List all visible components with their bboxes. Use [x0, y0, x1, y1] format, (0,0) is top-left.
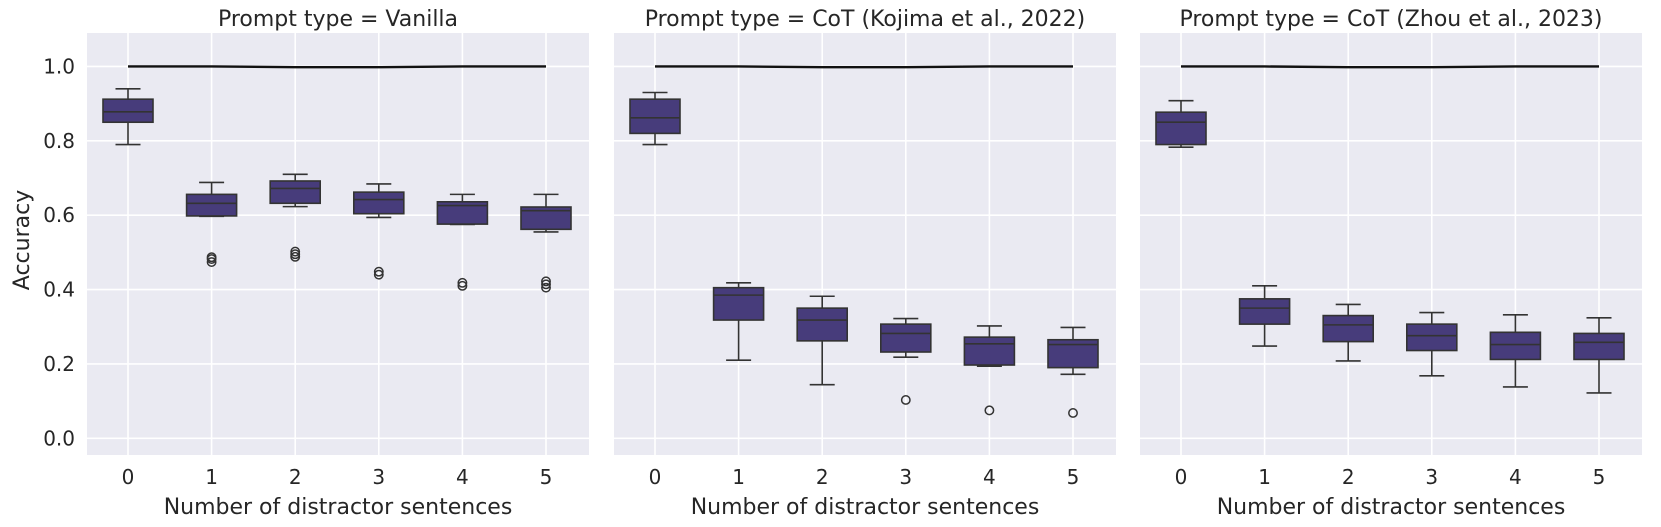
outlier-point: [373, 269, 384, 280]
y-tick-label: 0.4: [43, 278, 75, 302]
panel-2: 0 1 2 3 4 5 Number of distractor sentences Prom…: [614, 7, 1116, 520]
x-tick-label: 3: [1425, 465, 1438, 489]
box-iqr: [629, 98, 681, 135]
box-0: [1155, 99, 1207, 148]
panel-1: 0 1 2 3 4 5 Number of distractor sentences Prom…: [87, 7, 589, 520]
box-3: [1406, 311, 1458, 377]
box-3: [879, 317, 932, 405]
box-0: [629, 91, 681, 146]
outlier-point: [457, 277, 468, 288]
outlier-point: [541, 279, 551, 290]
y-tick-label: 0.0: [43, 426, 75, 450]
box-iqr: [185, 193, 238, 217]
x-tick-label: 2: [1342, 465, 1355, 489]
x-tick-label: 1: [1258, 465, 1271, 489]
box-2: [1322, 303, 1374, 362]
y-tick-label: 0.2: [43, 352, 75, 376]
x-tick-label: 0: [1175, 465, 1188, 489]
outlier-point: [1068, 408, 1078, 418]
y-axis-label: Accuracy: [10, 190, 35, 290]
box-1: [712, 282, 765, 361]
outlier-point: [206, 252, 217, 263]
panel-background: [87, 33, 589, 455]
panel-title: Prompt type = CoT (Kojima et al., 2022): [645, 7, 1086, 32]
x-tick-label: 1: [205, 465, 218, 489]
box-iqr: [269, 180, 322, 205]
x-tick-label: 2: [289, 465, 302, 489]
outlier-point: [541, 276, 551, 287]
x-tick-label: 3: [372, 465, 385, 489]
reference-line: [1181, 65, 1599, 69]
box-iqr: [1238, 298, 1291, 325]
box-2: [269, 173, 322, 262]
x-axis-label: Number of distractor sentences: [1217, 495, 1566, 520]
box-iqr: [1322, 314, 1374, 343]
box-iqr: [712, 286, 765, 321]
y-tick-label: 1.0: [43, 54, 75, 78]
x-axis-label: Number of distractor sentences: [164, 495, 513, 520]
x-tick-label: 0: [649, 465, 662, 489]
box-1: [1238, 285, 1291, 347]
box-iqr: [1406, 323, 1458, 352]
box-iqr: [1489, 331, 1542, 361]
box-3: [352, 183, 405, 280]
box-4: [436, 193, 489, 291]
box-iqr: [1155, 111, 1207, 146]
y-tick-label: 0.8: [43, 129, 75, 153]
panel-background: [1140, 33, 1642, 455]
box-iqr: [352, 191, 405, 215]
y-tick-label: 0.6: [43, 203, 75, 227]
outlier-point: [457, 280, 468, 291]
outlier-point: [290, 246, 301, 257]
box-0: [102, 87, 154, 146]
x-tick-label: 1: [732, 465, 745, 489]
x-tick-label: 4: [456, 465, 469, 489]
box-iqr: [879, 323, 932, 353]
box-5: [1573, 317, 1625, 394]
box-iqr: [436, 201, 489, 225]
box-1: [185, 181, 238, 267]
outlier-point: [541, 282, 551, 293]
panel-3: 0 1 2 3 4 5 Number of distractor sentences Prom…: [1140, 7, 1642, 520]
box-4: [1489, 314, 1542, 388]
box-iqr: [520, 206, 572, 231]
box-5: [520, 193, 572, 293]
outlier-point: [984, 405, 995, 416]
box-2: [796, 295, 849, 386]
reference-line: [655, 65, 1073, 69]
outlier-point: [206, 257, 217, 267]
x-tick-label: 3: [899, 465, 912, 489]
box-5: [1047, 326, 1099, 418]
box-iqr: [102, 98, 154, 124]
x-tick-label: 2: [816, 465, 829, 489]
x-tick-label: 0: [122, 465, 135, 489]
x-tick-label: 5: [1067, 465, 1080, 489]
outlier-point: [373, 266, 384, 277]
x-tick-label: 4: [1509, 465, 1522, 489]
x-tick-label: 5: [540, 465, 553, 489]
box-iqr: [1573, 332, 1625, 361]
box-4: [963, 325, 1016, 416]
x-tick-label: 4: [983, 465, 996, 489]
panel-background: [614, 33, 1116, 455]
outlier-point: [900, 395, 911, 405]
box-iqr: [963, 336, 1016, 366]
panel-title: Prompt type = CoT (Zhou et al., 2023): [1179, 7, 1602, 32]
x-tick-label: 5: [1593, 465, 1606, 489]
reference-line: [128, 65, 546, 69]
box-iqr: [796, 307, 849, 342]
x-axis-label: Number of distractor sentences: [691, 495, 1040, 520]
panel-title: Prompt type = Vanilla: [218, 7, 458, 32]
